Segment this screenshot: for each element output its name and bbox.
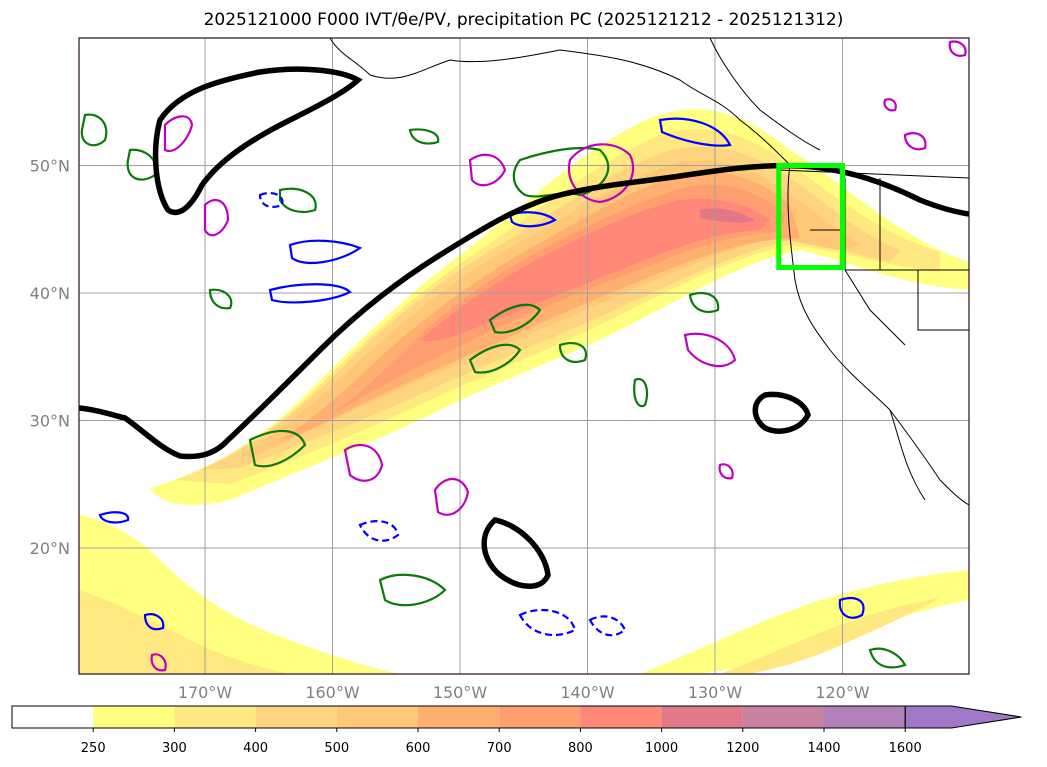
pv-contour-green: [80, 113, 108, 147]
ivt-south-plume-east-inner: [720, 598, 940, 674]
ivt-south-plume-west-inner: [79, 590, 290, 674]
ivt-contour-1000: [700, 208, 755, 223]
colorbar-tick-label: 500: [324, 741, 349, 756]
ivt-contour-800: [420, 198, 770, 342]
pv-contour-magenta: [150, 653, 167, 672]
colorbar-tick-label: 600: [406, 741, 431, 756]
theta-e-closed-contour-subtropic: [481, 517, 551, 589]
pv-contour-magenta: [163, 115, 194, 153]
pv-contour-magenta: [343, 443, 384, 482]
pv-contour-green: [408, 128, 440, 145]
latitude-label: 40°N: [30, 284, 70, 303]
colorbar: 250 300 400 500 600 700 800 1000 1200 1400 1600: [11, 705, 1022, 756]
colorbar-swatch: [580, 706, 662, 728]
pv-contour-magenta: [948, 40, 967, 57]
pv-contour-magenta: [468, 153, 507, 187]
colorbar-tick-label: 250: [81, 741, 106, 756]
colorbar-tick-label: 700: [487, 741, 512, 756]
colorbar-swatch: [499, 706, 581, 728]
colorbar-swatch: [742, 706, 824, 728]
colorbar-tick-label: 300: [162, 741, 187, 756]
pv-contours: [80, 40, 967, 672]
colorbar-extend-arrow: [904, 705, 1022, 729]
colorbar-swatch: [336, 706, 418, 728]
pv-contour-green: [468, 343, 522, 374]
colorbar-tick-label: 1200: [726, 741, 759, 756]
theta-e-main-contour: [79, 162, 969, 460]
alaska-coast: [709, 38, 821, 151]
map-frame: [78, 37, 970, 675]
latitude-label: 30°N: [30, 412, 70, 431]
colorbar-swatch: [824, 706, 906, 728]
pv-contour-green: [868, 647, 907, 669]
colorbar-swatch: [661, 706, 743, 728]
colorbar-swatch: [93, 706, 175, 728]
pv-contour-magenta: [203, 198, 230, 237]
colorbar-swatch: [12, 706, 94, 728]
pv-contour-blue: [268, 283, 352, 304]
latitude-labels: 50°N 40°N 30°N 20°N: [30, 157, 70, 559]
pv-contour-magenta: [883, 98, 897, 112]
colorbar-outline: [11, 705, 906, 729]
pv-contour-magenta: [683, 332, 737, 368]
theta-e-contours: [79, 66, 969, 589]
pv-contour-green: [633, 377, 649, 408]
pv-contour-blue-dashed: [358, 520, 400, 542]
ivt-south-plume-east: [640, 570, 969, 674]
baja-peninsula: [889, 409, 926, 501]
pv-contour-green: [558, 342, 588, 363]
pv-contour-green: [208, 288, 233, 310]
longitude-label: 120°W: [815, 683, 870, 702]
colorbar-swatch: [174, 706, 256, 728]
us-canada-border: [778, 169, 969, 179]
pv-contour-blue: [143, 613, 165, 631]
map-title: 2025121000 F000 IVT/θe/PV, precipitation…: [203, 10, 844, 30]
pv-contour-green: [488, 303, 542, 334]
pv-contour-magenta: [433, 477, 470, 516]
map-area: [79, 38, 969, 674]
pv-contour-blue: [288, 239, 363, 265]
pv-contour-green: [378, 573, 447, 607]
latitude-label: 20°N: [30, 539, 70, 558]
pv-contour-blue: [98, 511, 130, 524]
colorbar-tick-label: 1000: [645, 741, 678, 756]
pv-contour-magenta: [903, 131, 927, 151]
longitude-label: 160°W: [305, 683, 360, 702]
pv-contour-blue: [838, 597, 865, 619]
colorbar-tick-label: 1600: [889, 741, 922, 756]
colorbar-swatch: [418, 706, 500, 728]
pv-contour-green: [278, 187, 317, 214]
colorbar-tick-label: 1400: [807, 741, 840, 756]
theta-e-closed-contour-north: [152, 66, 363, 216]
pv-contour-green: [512, 146, 610, 198]
pv-contour-green: [688, 292, 720, 313]
pv-contour-blue: [508, 211, 557, 228]
longitude-label: 150°W: [433, 683, 488, 702]
pv-contour-green: [248, 429, 307, 468]
colorbar-tick-label: 800: [568, 741, 593, 756]
pv-contour-magenta: [718, 463, 734, 480]
colorbar-swatch: [255, 706, 337, 728]
longitude-labels: 170°W 160°W 150°W 140°W 130°W 120°W: [178, 683, 870, 702]
pv-contour-blue: [658, 117, 732, 147]
latitude-label: 50°N: [30, 157, 70, 176]
longitude-label: 130°W: [688, 683, 743, 702]
ivt-shading: [79, 109, 969, 674]
longitude-label: 140°W: [560, 683, 615, 702]
longitude-label: 170°W: [178, 683, 233, 702]
pv-contour-blue-dashed: [588, 615, 627, 637]
colorbar-tick-label: 400: [243, 741, 268, 756]
theta-e-closed-contour-east: [752, 391, 811, 434]
target-region-box: [776, 163, 845, 270]
